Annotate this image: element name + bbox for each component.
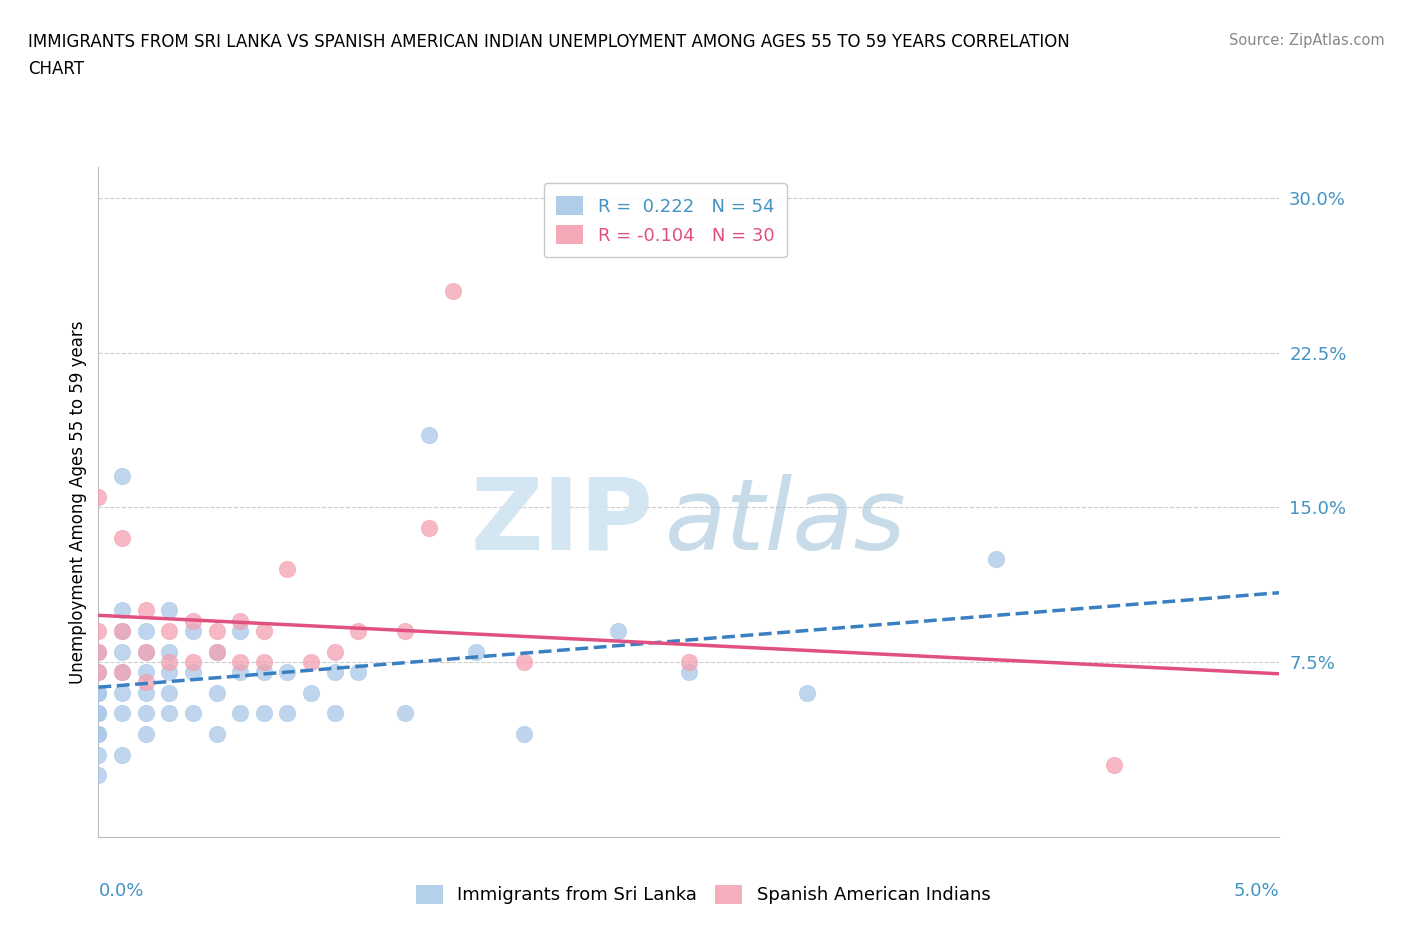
Point <box>157 685 180 700</box>
Point <box>157 623 180 638</box>
Point <box>607 623 630 638</box>
Point <box>205 623 228 638</box>
Point <box>135 665 157 680</box>
Point <box>135 706 157 721</box>
Point <box>253 706 276 721</box>
Point <box>347 665 370 680</box>
Point <box>678 665 700 680</box>
Point <box>87 706 110 721</box>
Point <box>512 655 534 670</box>
Point <box>441 284 464 299</box>
Text: IMMIGRANTS FROM SRI LANKA VS SPANISH AMERICAN INDIAN UNEMPLOYMENT AMONG AGES 55 : IMMIGRANTS FROM SRI LANKA VS SPANISH AME… <box>28 33 1070 50</box>
Text: Source: ZipAtlas.com: Source: ZipAtlas.com <box>1229 33 1385 47</box>
Point <box>229 655 252 670</box>
Point <box>135 603 157 618</box>
Point <box>135 644 157 659</box>
Point <box>229 613 252 628</box>
Text: CHART: CHART <box>28 60 84 78</box>
Point <box>276 562 298 577</box>
Point <box>323 665 346 680</box>
Point <box>111 706 134 721</box>
Point <box>394 623 416 638</box>
Point <box>299 685 322 700</box>
Point <box>87 685 110 700</box>
Point <box>111 623 134 638</box>
Point <box>87 623 110 638</box>
Point <box>984 551 1007 566</box>
Point <box>276 665 298 680</box>
Point <box>1102 757 1125 772</box>
Point <box>87 768 110 783</box>
Point <box>111 665 134 680</box>
Point <box>205 726 228 741</box>
Y-axis label: Unemployment Among Ages 55 to 59 years: Unemployment Among Ages 55 to 59 years <box>69 321 87 684</box>
Legend: R =  0.222   N = 54, R = -0.104   N = 30: R = 0.222 N = 54, R = -0.104 N = 30 <box>544 183 787 258</box>
Point <box>135 685 157 700</box>
Point <box>796 685 818 700</box>
Point <box>87 644 110 659</box>
Point <box>276 706 298 721</box>
Text: 5.0%: 5.0% <box>1234 883 1279 900</box>
Point <box>512 726 534 741</box>
Point <box>299 655 322 670</box>
Point <box>157 655 180 670</box>
Point <box>87 665 110 680</box>
Point <box>418 521 440 536</box>
Point <box>135 675 157 690</box>
Point <box>157 603 180 618</box>
Point <box>347 623 370 638</box>
Point <box>253 623 276 638</box>
Point <box>678 655 700 670</box>
Point <box>157 644 180 659</box>
Point <box>229 665 252 680</box>
Point <box>465 644 488 659</box>
Point <box>87 706 110 721</box>
Point <box>157 665 180 680</box>
Text: ZIP: ZIP <box>471 473 654 571</box>
Point <box>181 655 204 670</box>
Point <box>229 706 252 721</box>
Point <box>157 706 180 721</box>
Point <box>323 644 346 659</box>
Point <box>323 706 346 721</box>
Text: atlas: atlas <box>665 473 907 571</box>
Point <box>111 665 134 680</box>
Point <box>87 726 110 741</box>
Point <box>135 644 157 659</box>
Point <box>87 665 110 680</box>
Point <box>111 644 134 659</box>
Point <box>253 665 276 680</box>
Point <box>205 644 228 659</box>
Point <box>111 747 134 762</box>
Point <box>87 747 110 762</box>
Text: 0.0%: 0.0% <box>98 883 143 900</box>
Point <box>111 623 134 638</box>
Point <box>111 685 134 700</box>
Legend: Immigrants from Sri Lanka, Spanish American Indians: Immigrants from Sri Lanka, Spanish Ameri… <box>408 878 998 911</box>
Point <box>111 531 134 546</box>
Point <box>87 644 110 659</box>
Point <box>111 469 134 484</box>
Point <box>394 706 416 721</box>
Point <box>181 623 204 638</box>
Point <box>229 623 252 638</box>
Point <box>253 655 276 670</box>
Point <box>181 665 204 680</box>
Point <box>111 603 134 618</box>
Point <box>87 489 110 504</box>
Point <box>205 644 228 659</box>
Point <box>135 726 157 741</box>
Point <box>87 726 110 741</box>
Point <box>418 428 440 443</box>
Point <box>205 685 228 700</box>
Point <box>181 613 204 628</box>
Point <box>181 706 204 721</box>
Point <box>135 623 157 638</box>
Point <box>87 685 110 700</box>
